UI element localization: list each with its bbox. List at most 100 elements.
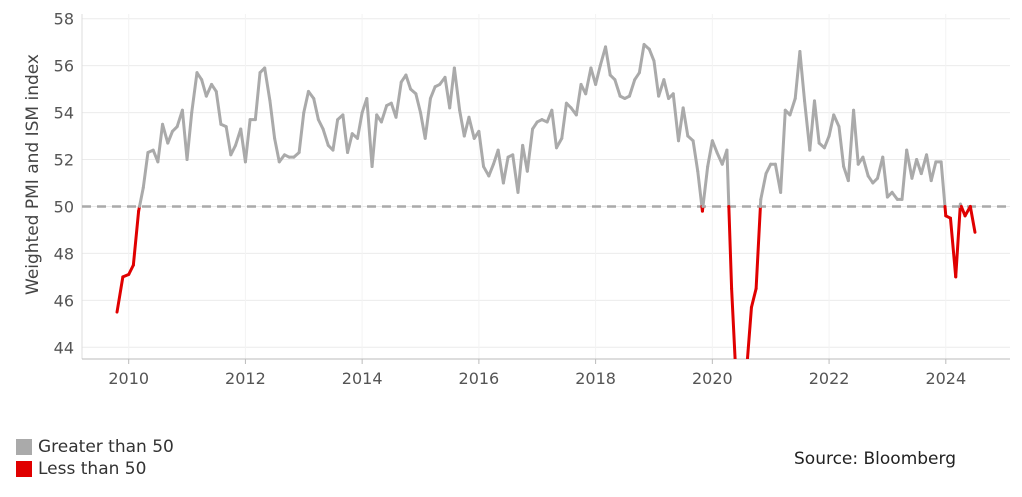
line-segment	[676, 106, 685, 143]
line-segment	[742, 371, 747, 376]
line-segment	[341, 113, 350, 154]
line-segment	[910, 158, 919, 180]
line-segment	[462, 115, 471, 138]
line-segment	[745, 305, 753, 359]
legend-label-below: Less than 50	[38, 459, 147, 479]
line-segment	[681, 106, 690, 138]
line-segment	[141, 150, 150, 190]
line-segment	[394, 80, 403, 119]
line-segment	[131, 209, 141, 267]
line-segment	[355, 111, 364, 140]
line-segment	[881, 155, 889, 199]
line-segment	[253, 71, 262, 122]
line-segment	[657, 78, 666, 98]
line-segment	[803, 99, 812, 152]
line-segment	[812, 99, 821, 145]
y-tick-label: 48	[54, 244, 74, 263]
x-tick-label: 2024	[925, 369, 966, 388]
legend-swatch-red	[16, 461, 32, 477]
x-tick-label: 2018	[575, 369, 616, 388]
line-segment	[263, 66, 272, 103]
line-segment	[321, 127, 330, 147]
line-segment	[316, 118, 325, 131]
line-chart: 44 46 48 50 52 54 56 58 2010 2012 2014 2016 2018 2020…	[23, 10, 1010, 394]
line-segment	[496, 148, 505, 185]
line-segment	[725, 148, 731, 208]
line-segment	[331, 118, 340, 152]
x-tick-label: 2010	[108, 369, 149, 388]
line-segment	[224, 125, 233, 157]
line-segment	[710, 139, 719, 154]
line-segment	[379, 104, 389, 124]
y-tick-label: 54	[54, 104, 74, 123]
line-segment	[793, 50, 802, 100]
y-axis-label: Weighted PMI and ISM index	[23, 54, 43, 295]
line-segment	[550, 108, 559, 150]
line-segment	[696, 169, 704, 208]
axes: 44 46 48 50 52 54 56 58 2010 2012 2014 2016 2018 2020…	[54, 10, 1010, 388]
line-segment	[302, 89, 310, 115]
line-segment	[127, 263, 135, 277]
y-tick-label: 46	[54, 291, 74, 310]
legend-swatch-gray	[16, 439, 32, 455]
line-segment	[458, 108, 466, 138]
line-segment	[900, 148, 909, 201]
line-segment	[200, 78, 208, 98]
line-segment	[190, 71, 199, 115]
line-segment	[764, 162, 773, 176]
line-segment	[555, 136, 564, 150]
line-segment	[788, 96, 797, 117]
line-segment	[346, 132, 354, 154]
line-segment	[414, 92, 423, 115]
line-segment	[185, 111, 194, 162]
x-tick-label: 2014	[342, 369, 383, 388]
legend: Greater than 50 Less than 50	[16, 436, 174, 480]
line-segment	[759, 172, 768, 201]
line-segment	[730, 287, 737, 359]
line-segment	[243, 118, 252, 164]
line-segment	[525, 127, 535, 173]
line-segment	[954, 204, 962, 279]
line-segment	[749, 287, 758, 309]
line-segment	[180, 108, 189, 162]
line-segment	[779, 108, 787, 194]
line-segment	[706, 139, 714, 169]
series-line	[115, 43, 977, 394]
line-segment	[214, 89, 223, 126]
line-segment	[939, 160, 947, 208]
line-segment	[647, 47, 656, 63]
x-tick-label: 2020	[692, 369, 733, 388]
line-segment	[584, 66, 593, 96]
line-segment	[161, 122, 170, 145]
x-tick-label: 2016	[459, 369, 500, 388]
y-tick-label: 52	[54, 151, 74, 170]
line-segment	[727, 204, 734, 291]
line-segment	[138, 186, 145, 208]
line-segment	[852, 108, 860, 166]
line-segment	[832, 113, 841, 129]
legend-item-below: Less than 50	[16, 458, 174, 480]
line-segment	[501, 155, 510, 185]
line-segment	[905, 148, 914, 180]
line-segment	[637, 43, 646, 75]
line-segment	[822, 134, 831, 150]
line-segment	[370, 113, 379, 169]
line-segment	[827, 113, 836, 138]
line-segment	[423, 96, 432, 140]
line-segment	[574, 82, 583, 117]
line-segment	[968, 204, 977, 234]
line-segment	[943, 204, 948, 218]
line-segment	[560, 101, 568, 140]
line-segment	[701, 165, 710, 208]
line-segment	[428, 85, 437, 100]
line-segment	[594, 64, 602, 86]
line-segment	[737, 371, 742, 394]
line-segment	[487, 162, 495, 178]
line-segment	[452, 66, 462, 112]
legend-label-above: Greater than 50	[38, 437, 174, 457]
line-segment	[448, 66, 456, 110]
line-segment	[156, 122, 165, 164]
legend-item-above: Greater than 50	[16, 436, 174, 458]
line-segment	[925, 153, 933, 183]
line-segment	[627, 78, 637, 98]
